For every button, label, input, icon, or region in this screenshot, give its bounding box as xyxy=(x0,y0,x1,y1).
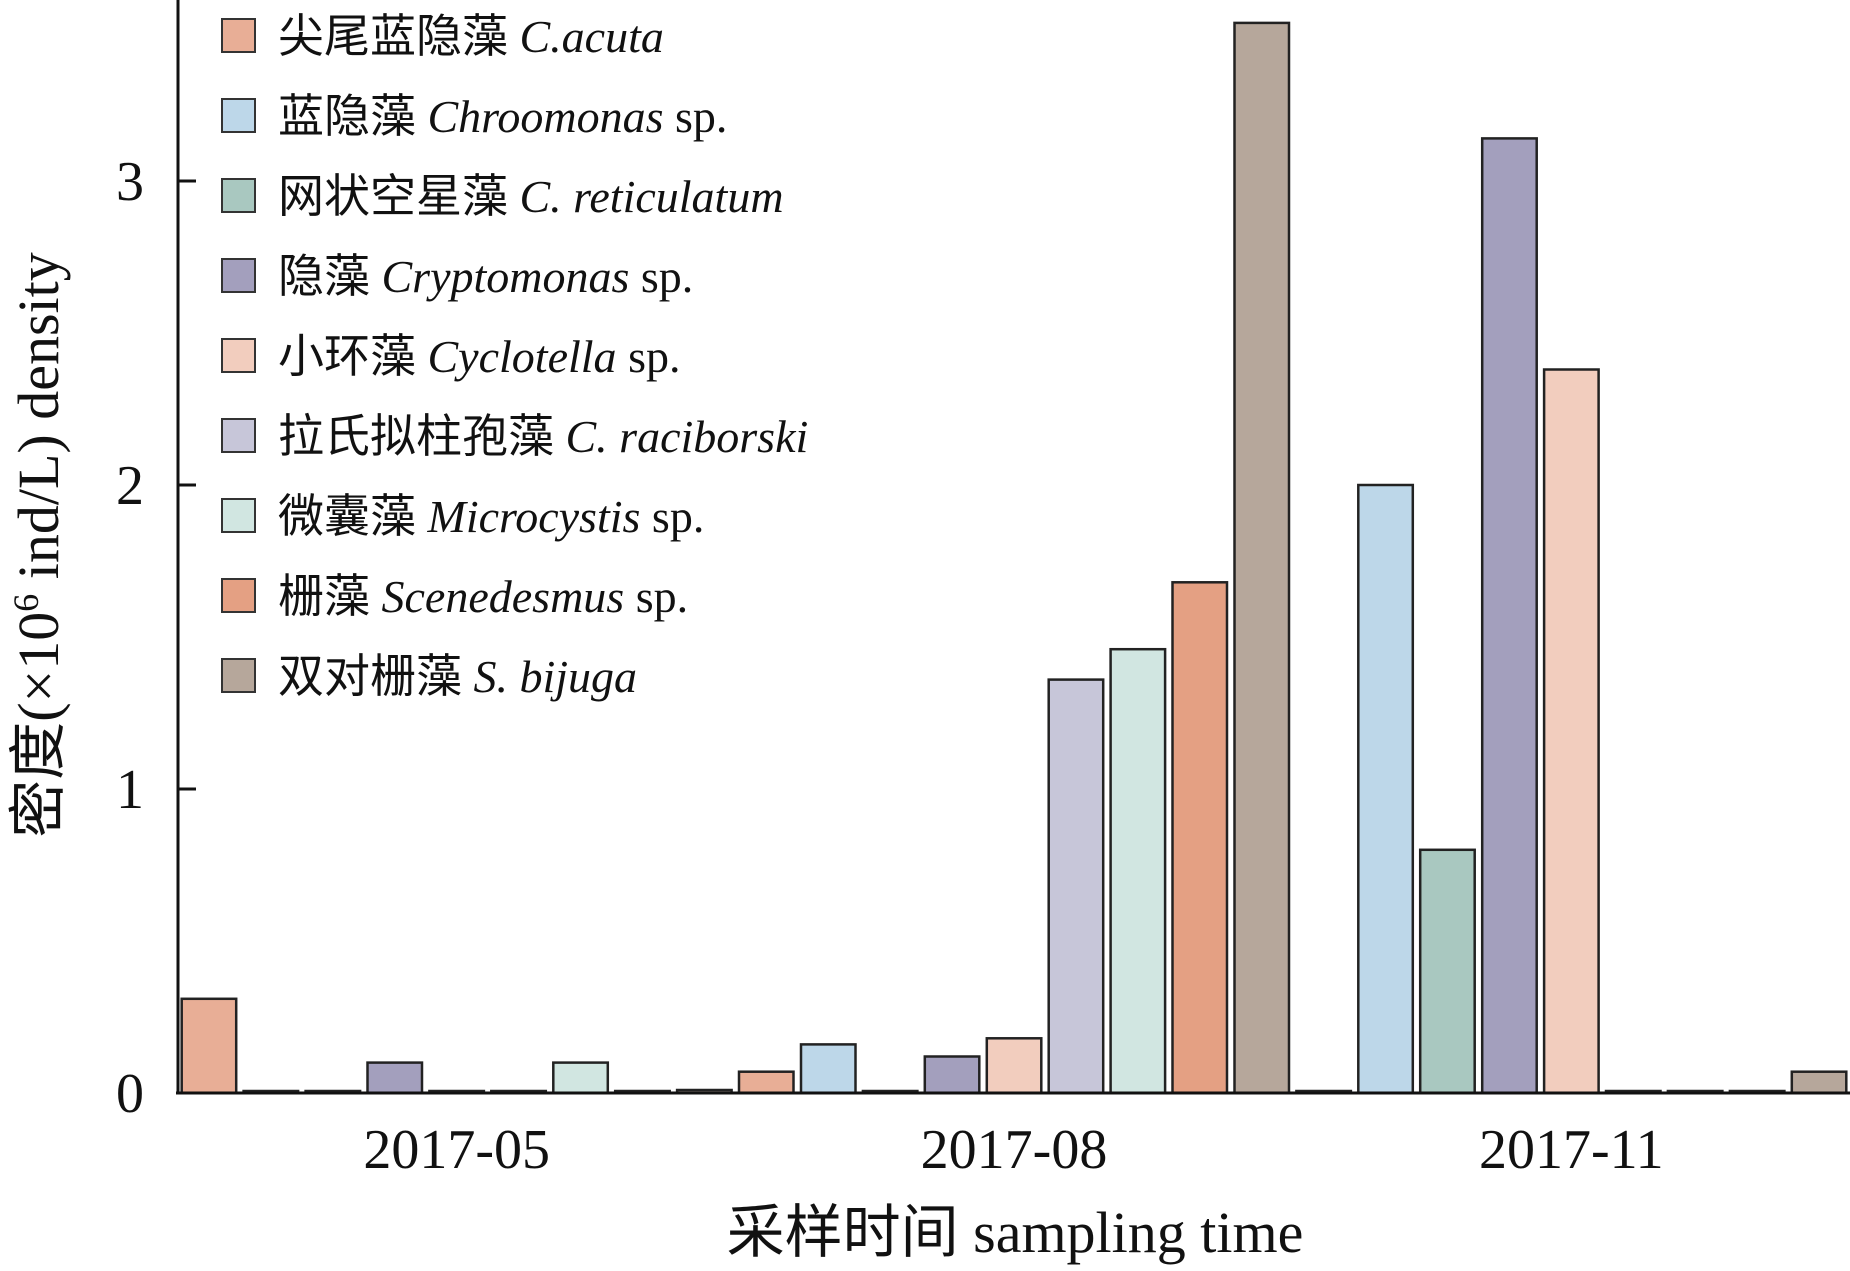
y-axis-title-superscript: 6 xyxy=(6,594,46,612)
legend-label-cn: 双对栅藻 xyxy=(278,651,474,702)
bar-2017-08-c-raciborski xyxy=(1047,678,1105,1095)
legend-label-sci: S. bijuga xyxy=(474,651,638,702)
legend: 尖尾蓝隐藻 C.acuta 蓝隐藻 Chroomonas sp. 网状空星藻 C. … xyxy=(221,11,808,702)
bar-2017-05-cryptomonas xyxy=(366,1061,424,1095)
bar-2017-11-cyclotella xyxy=(1542,368,1600,1095)
bar-2017-08-chroomonas xyxy=(799,1043,857,1095)
legend-label-sci: C. reticulatum xyxy=(520,171,784,222)
x-tick-label: 2017-05 xyxy=(363,1119,550,1181)
legend-label-sci: C. raciborski xyxy=(566,411,809,462)
legend-label-suffix: sp. xyxy=(629,251,693,302)
y-axis-title-suffix: ind/L) density xyxy=(6,252,71,594)
y-tick-label: 0 xyxy=(116,1063,144,1125)
legend-label-suffix: sp. xyxy=(640,491,704,542)
legend-label: 双对栅藻 S. bijuga xyxy=(278,651,637,702)
legend-label-cn: 隐藻 xyxy=(278,251,382,302)
legend-swatch xyxy=(221,98,256,133)
legend-label-suffix: sp. xyxy=(624,571,688,622)
legend-label: 拉氏拟柱孢藻 C. raciborski xyxy=(278,411,808,462)
bar-2017-08-cryptomonas xyxy=(923,1055,981,1095)
legend-label-cn: 拉氏拟柱孢藻 xyxy=(278,411,566,462)
legend-label: 隐藻 Cryptomonas sp. xyxy=(278,251,693,302)
legend-label: 栅藻 Scenedesmus sp. xyxy=(278,571,688,622)
y-axis-title: 密度(×106 ind/L) density xyxy=(6,252,71,838)
legend-swatch xyxy=(221,258,256,293)
bar-2017-08-c-acuta xyxy=(737,1070,795,1095)
legend-swatch xyxy=(221,178,256,213)
x-tick-label: 2017-11 xyxy=(1479,1119,1664,1181)
legend-label-sci: C.acuta xyxy=(520,11,664,62)
legend-label-suffix: sp. xyxy=(664,91,728,142)
bar-2017-11-chroomonas xyxy=(1357,483,1415,1095)
legend-label-suffix: sp. xyxy=(617,331,681,382)
legend-label-sci: Cyclotella xyxy=(428,331,617,382)
legend-swatch xyxy=(221,498,256,533)
legend-swatch xyxy=(221,18,256,53)
bar-2017-05-c-acuta xyxy=(180,997,238,1095)
legend-swatch xyxy=(221,418,256,453)
legend-label-cn: 蓝隐藻 xyxy=(278,91,428,142)
y-ticks-group: 0 1 2 3 xyxy=(116,151,196,1125)
bar-2017-08-scenedesmus xyxy=(1171,581,1229,1095)
y-axis-title-prefix: 密度(×10 xyxy=(6,612,71,838)
legend-label-cn: 尖尾蓝隐藻 xyxy=(278,11,520,62)
legend-label-sci: Scenedesmus xyxy=(382,571,625,622)
legend-label-cn: 栅藻 xyxy=(278,571,382,622)
legend-label-sci: Cryptomonas xyxy=(382,251,630,302)
legend-label-cn: 网状空星藻 xyxy=(278,171,520,222)
legend-swatch xyxy=(221,338,256,373)
bar-2017-11-c-reticulatum xyxy=(1418,848,1476,1095)
bar-2017-08-cyclotella xyxy=(985,1037,1043,1095)
legend-label: 蓝隐藻 Chroomonas sp. xyxy=(278,91,727,142)
bar-2017-08-microcystis xyxy=(1109,647,1167,1095)
legend-label-sci: Microcystis xyxy=(427,491,641,542)
legend-swatch xyxy=(221,578,256,613)
y-tick-label: 2 xyxy=(116,455,144,517)
bar-2017-11-cryptomonas xyxy=(1480,137,1538,1095)
legend-label: 尖尾蓝隐藻 C.acuta xyxy=(278,11,664,62)
bar-2017-08-s-bijuga xyxy=(1233,21,1291,1095)
y-tick-label: 1 xyxy=(116,759,144,821)
legend-label-cn: 微囊藻 xyxy=(278,491,428,542)
legend-label: 网状空星藻 C. reticulatum xyxy=(278,171,784,222)
x-tick-label: 2017-08 xyxy=(921,1119,1108,1181)
bar-2017-11-s-bijuga xyxy=(1790,1070,1848,1095)
legend-label-sci: Chroomonas xyxy=(428,91,664,142)
legend-label: 小环藻 Cyclotella sp. xyxy=(278,331,680,382)
legend-label-cn: 小环藻 xyxy=(278,331,428,382)
x-axis-title: 采样时间 sampling time xyxy=(727,1200,1304,1265)
bars-group xyxy=(180,21,1848,1095)
y-tick-label: 3 xyxy=(116,151,144,213)
legend-label: 微囊藻 Microcystis sp. xyxy=(278,491,704,542)
legend-swatch xyxy=(221,658,256,693)
bar-2017-05-microcystis xyxy=(552,1061,610,1095)
x-ticks-group: 2017-05 2017-08 2017-11 xyxy=(363,1119,1663,1181)
